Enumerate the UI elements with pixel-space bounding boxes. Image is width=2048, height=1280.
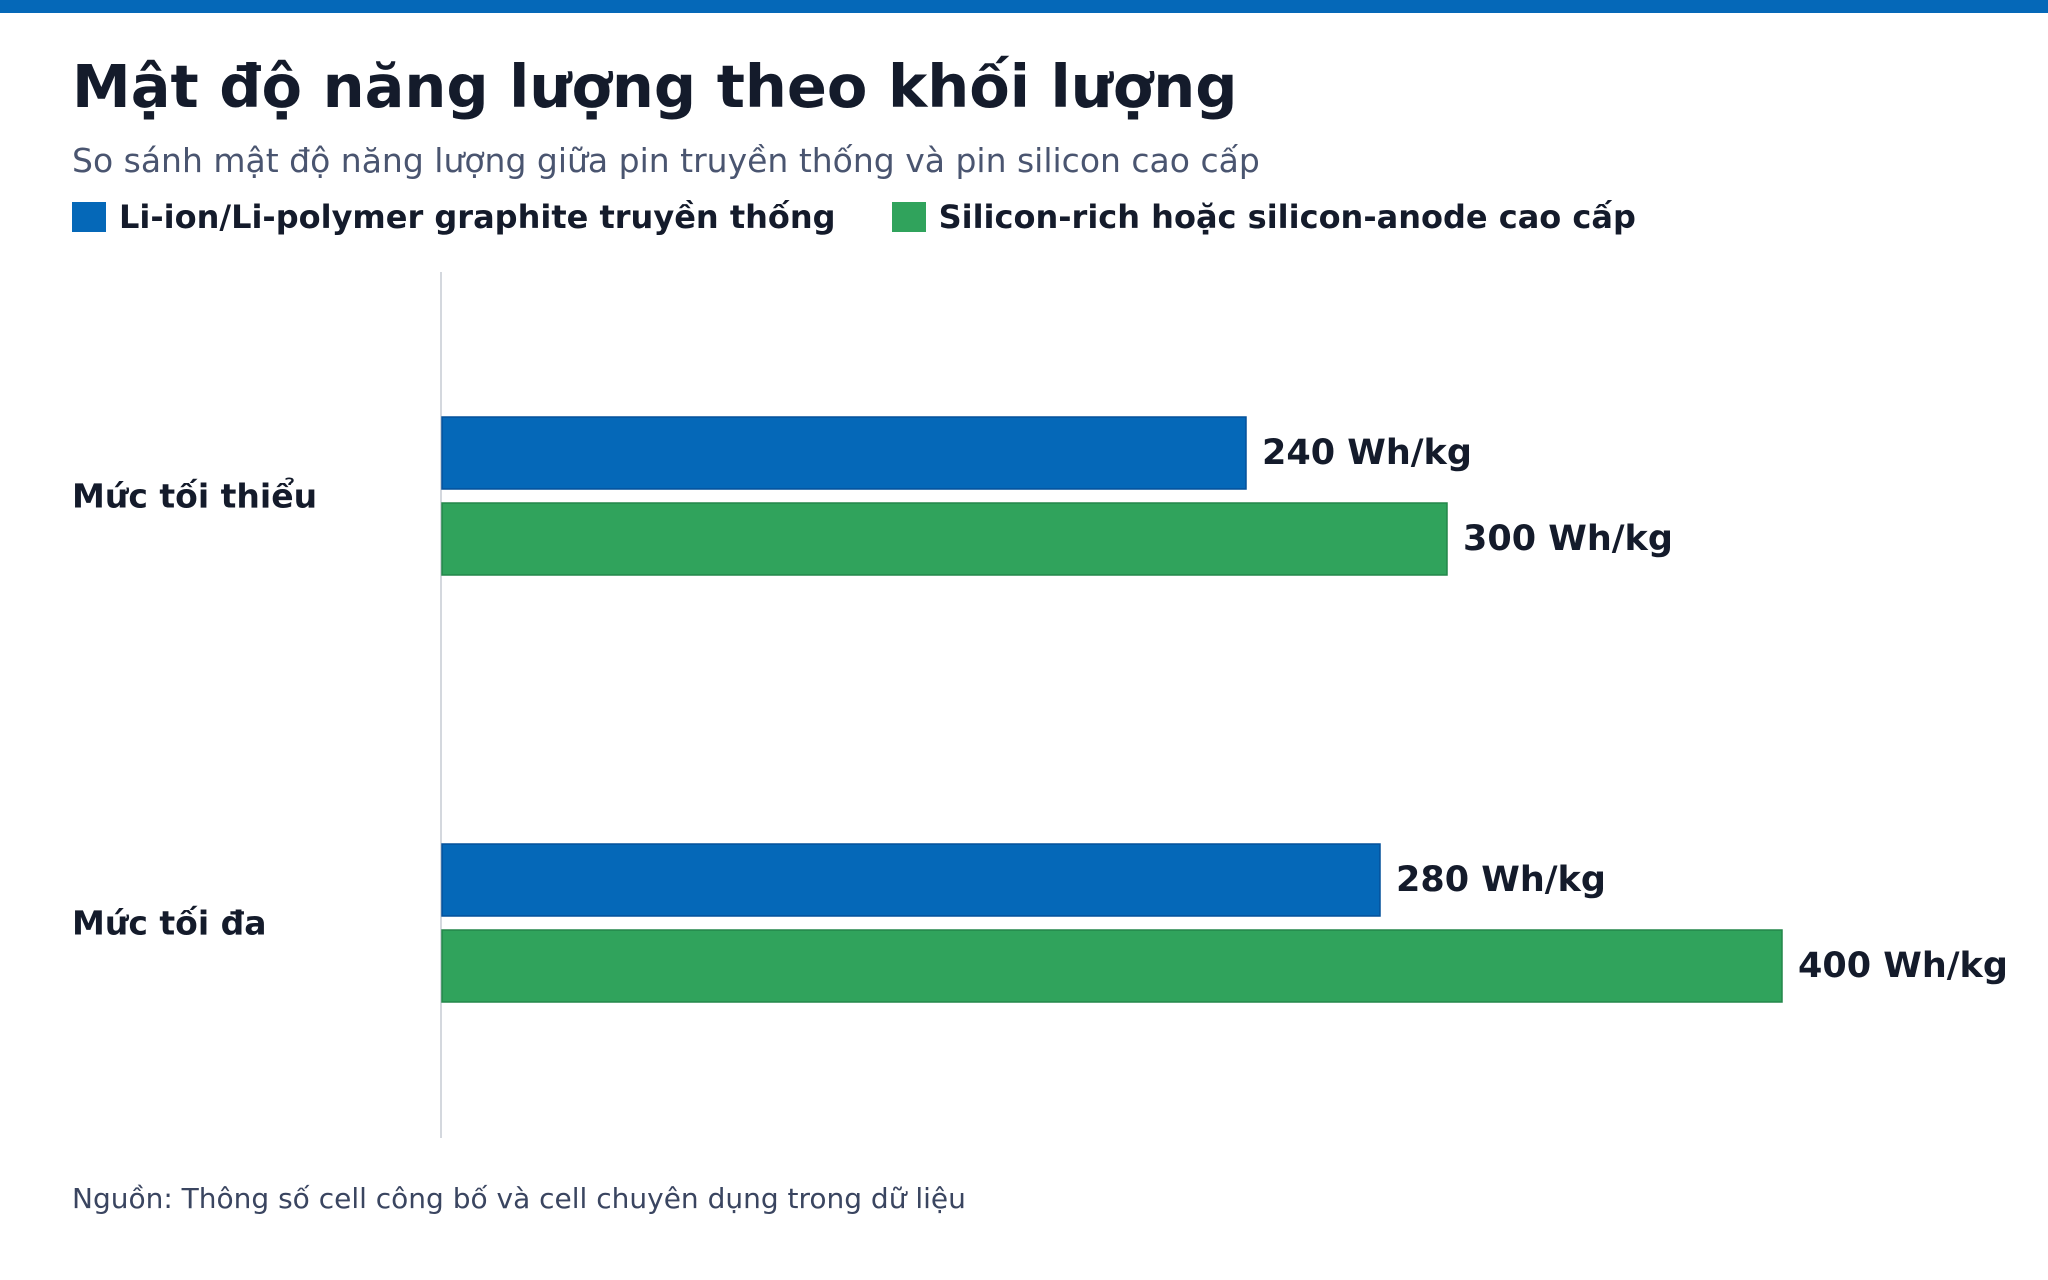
value-label-silicon-min: 300 Wh/kg — [1463, 519, 1673, 559]
source-note: Nguồn: Thông số cell công bố và cell chu… — [72, 1182, 966, 1215]
bars-group: Mức tối thiểu 240 Wh/kg 300 Wh/kg Mức tối đ… — [72, 416, 2008, 1003]
bar-traditional-max — [441, 843, 1381, 917]
value-label-silicon-max: 400 Wh/kg — [1798, 946, 2008, 986]
bar-silicon-min — [441, 502, 1448, 576]
chart-subtitle: So sánh mật độ năng lượng giữa pin truyề… — [72, 141, 1260, 180]
value-label-traditional-max: 280 Wh/kg — [1396, 860, 1606, 900]
legend-swatch-silicon — [891, 202, 926, 232]
legend-label-silicon: Silicon-rich hoặc silicon-anode cao cấp — [938, 198, 1636, 236]
legend: Li-ion/Li-polymer graphite truyền thống … — [72, 198, 1692, 236]
legend-item-silicon: Silicon-rich hoặc silicon-anode cao cấp — [891, 198, 1636, 236]
value-label-traditional-min: 240 Wh/kg — [1262, 433, 1472, 473]
category-label-max: Mức tối đa — [72, 904, 267, 943]
category-label-min: Mức tối thiểu — [72, 476, 317, 516]
legend-item-traditional: Li-ion/Li-polymer graphite truyền thống — [72, 198, 836, 236]
chart-title: Mật độ năng lượng theo khối lượng — [72, 52, 1238, 121]
bar-traditional-min — [441, 416, 1247, 490]
legend-swatch-traditional — [72, 202, 106, 232]
top-accent-bar — [0, 0, 2048, 13]
legend-label-traditional: Li-ion/Li-polymer graphite truyền thống — [119, 198, 836, 236]
bar-silicon-max — [441, 929, 1783, 1003]
